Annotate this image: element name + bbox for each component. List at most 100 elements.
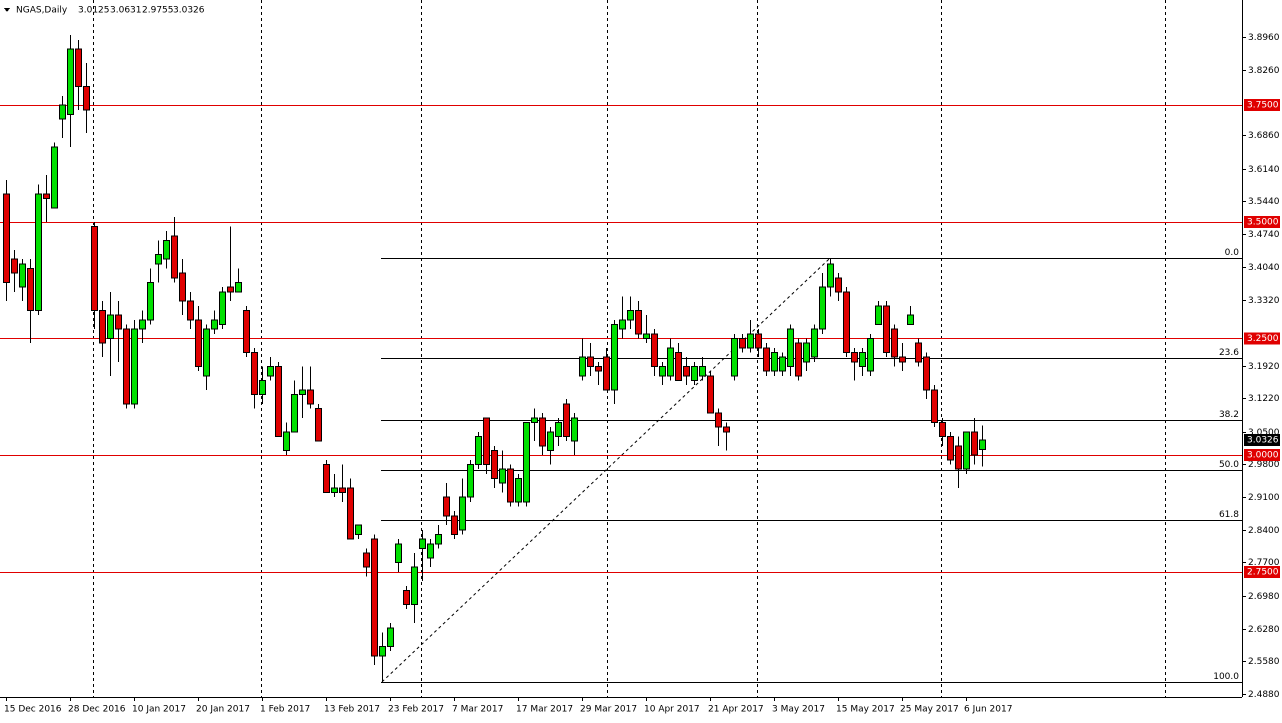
candle-body: [491, 449, 498, 479]
candle-body: [635, 309, 642, 335]
y-tick-label: 3.4040: [1248, 263, 1280, 273]
candle-body: [227, 286, 234, 293]
candle-body: [883, 305, 890, 353]
candle-body: [3, 193, 10, 283]
candle-body: [963, 431, 970, 470]
chart-title: NGAS,Daily: [16, 6, 68, 16]
candle-body: [51, 146, 58, 209]
candle-body: [443, 496, 450, 517]
candle-body: [467, 463, 474, 498]
x-tick-label: 13 Feb 2017: [324, 705, 380, 715]
candle-body: [955, 445, 962, 470]
y-tick-label: 3.1220: [1248, 394, 1280, 404]
candle-body: [539, 417, 546, 447]
x-tick-label: 1 Feb 2017: [260, 705, 310, 715]
candle-body: [683, 365, 690, 377]
candle-body: [763, 347, 770, 372]
candle-body: [459, 496, 466, 531]
level-tag: [1244, 565, 1280, 578]
candle-body: [803, 342, 810, 363]
candle-body: [419, 538, 426, 549]
candle-body: [619, 319, 626, 330]
candle-body: [915, 342, 922, 363]
candle-body: [403, 589, 410, 605]
y-tick-label: 3.1920: [1248, 362, 1280, 372]
candle-body: [859, 351, 866, 367]
candle-body: [339, 487, 346, 493]
candle-body: [475, 435, 482, 465]
candle-body: [603, 356, 610, 391]
candle-body: [355, 524, 362, 535]
candle-body: [739, 337, 746, 349]
candle-body: [547, 431, 554, 451]
candle-body: [163, 239, 170, 260]
y-tick-label: 2.8400: [1248, 526, 1280, 536]
candle-body: [979, 439, 986, 450]
candle-body: [907, 314, 914, 325]
candle-body: [315, 407, 322, 442]
candle-body: [587, 356, 594, 367]
candle-body: [627, 309, 634, 321]
level-tag: [1244, 99, 1280, 112]
level-tag: [1244, 449, 1280, 462]
candle-body: [771, 351, 778, 372]
candle-body: [515, 477, 522, 503]
x-tick-label: 7 Mar 2017: [452, 705, 503, 715]
candle-body: [451, 515, 458, 535]
candle-body: [875, 305, 882, 325]
candle-body: [675, 351, 682, 381]
level-tag: [1244, 215, 1280, 228]
candle-body: [35, 193, 42, 311]
candle-body: [267, 365, 274, 377]
candle-body: [795, 342, 802, 377]
candle-body: [75, 48, 82, 87]
candle-body: [115, 314, 122, 330]
candle-body: [155, 253, 162, 265]
candle-body: [195, 319, 202, 367]
candle-body: [755, 333, 762, 349]
candle-body: [395, 543, 402, 563]
level-tag-label: 2.7500: [1247, 567, 1279, 577]
candle-body: [707, 375, 714, 414]
candle-body: [827, 263, 834, 288]
candle-body: [691, 365, 698, 381]
candle-body: [939, 421, 946, 437]
candle-body: [667, 347, 674, 377]
fib-label: 23.6: [1219, 348, 1239, 358]
candle-body: [699, 365, 706, 377]
candle-body: [27, 267, 34, 311]
candle-body: [243, 309, 250, 353]
y-tick-label: 2.9800: [1248, 460, 1280, 470]
x-tick-label: 23 Feb 2017: [388, 705, 444, 715]
y-tick-label: 3.6860: [1248, 131, 1280, 141]
candle-body: [563, 403, 570, 437]
y-tick-label: 2.4880: [1248, 690, 1280, 700]
y-tick-label: 2.9100: [1248, 493, 1280, 503]
candle-body: [83, 85, 90, 111]
candle-body: [387, 627, 394, 647]
fib-trend: [381, 257, 831, 683]
candle-body: [579, 356, 586, 377]
candle-body: [91, 225, 98, 311]
y-tick-label: 3.6140: [1248, 165, 1280, 175]
candle-body: [123, 328, 130, 405]
candle-body: [411, 566, 418, 605]
collapse-arrow[interactable]: [4, 8, 10, 12]
candle-body: [323, 463, 330, 493]
y-tick-label: 2.6980: [1248, 592, 1280, 602]
fib-label: 61.8: [1219, 510, 1239, 520]
level-tag-label: 3.7500: [1247, 101, 1279, 111]
candle-body: [947, 435, 954, 461]
x-tick-label: 15 May 2017: [836, 705, 895, 715]
candle-body: [835, 277, 842, 293]
candle-body: [363, 552, 370, 568]
level-tag-label: 3.0000: [1247, 451, 1279, 461]
header-high: 3.0631: [110, 6, 142, 16]
candle-body: [275, 365, 282, 437]
candle-body: [43, 193, 50, 199]
y-tick-label: 3.3320: [1248, 296, 1280, 306]
candle-body: [435, 533, 442, 545]
x-tick-label: 10 Jan 2017: [132, 705, 186, 715]
x-tick-label: 20 Jan 2017: [196, 705, 250, 715]
candle-body: [347, 487, 354, 540]
